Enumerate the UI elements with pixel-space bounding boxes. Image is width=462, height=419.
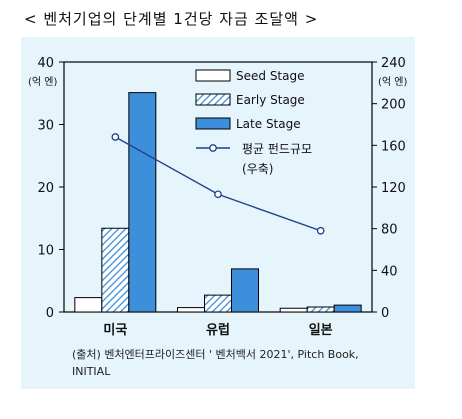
left-tick-label: 10 xyxy=(37,244,54,259)
bar-early-stage xyxy=(204,294,232,313)
legend-line-label: 평균 펀드규모 xyxy=(242,142,312,156)
fund-size-point xyxy=(214,190,222,199)
legend-line-marker xyxy=(209,144,217,152)
category-label: 유럽 xyxy=(206,323,230,338)
category-label: 미국 xyxy=(103,322,127,338)
bar-seed-stage xyxy=(279,307,308,313)
right-tick-label: 200 xyxy=(381,98,406,113)
legend-label: Late Stage xyxy=(236,117,301,131)
bar-early-stage xyxy=(101,227,130,313)
legend-swatch xyxy=(195,93,231,106)
chart-title: < 벤처기업의 단계별 1건당 자금 조달액 > xyxy=(24,10,319,28)
bar-seed-stage xyxy=(177,307,205,313)
source-line-1: (출처) 벤처엔터프라이즈센터 ' 벤처백서 2021', Pitch Book… xyxy=(72,348,359,361)
fund-size-point xyxy=(316,226,325,235)
left-tick-label: 40 xyxy=(37,56,54,71)
right-axis-unit: (억 엔) xyxy=(378,76,407,88)
right-tick-label: 120 xyxy=(381,181,406,196)
source-note: (출처) 벤처엔터프라이즈센터 ' 벤처백서 2021', Pitch Book… xyxy=(72,346,359,380)
right-tick-label: 160 xyxy=(381,139,406,154)
source-line-2: INITIAL xyxy=(72,365,111,378)
bar-early-stage xyxy=(306,306,335,313)
bar-late-stage xyxy=(333,304,362,313)
right-tick-label: 80 xyxy=(381,223,398,238)
left-axis-unit: (억 엔) xyxy=(28,76,57,88)
right-tick-label: 0 xyxy=(381,306,389,321)
right-tick-label: 240 xyxy=(381,56,406,71)
left-tick-label: 20 xyxy=(37,181,54,196)
fund-size-point xyxy=(111,133,120,141)
left-tick-label: 0 xyxy=(46,306,54,321)
bar-late-stage xyxy=(128,92,157,313)
legend-swatch xyxy=(195,69,231,82)
bar-late-stage xyxy=(231,268,259,313)
category-label: 일본 xyxy=(309,323,333,338)
right-tick-label: 40 xyxy=(381,264,398,279)
legend-label: Early Stage xyxy=(236,93,305,107)
legend-line-sublabel: (우축) xyxy=(242,162,273,176)
legend-label: Seed Stage xyxy=(236,69,305,83)
legend-swatch xyxy=(195,117,231,130)
bar-seed-stage xyxy=(74,297,103,313)
left-tick-label: 30 xyxy=(37,119,54,134)
